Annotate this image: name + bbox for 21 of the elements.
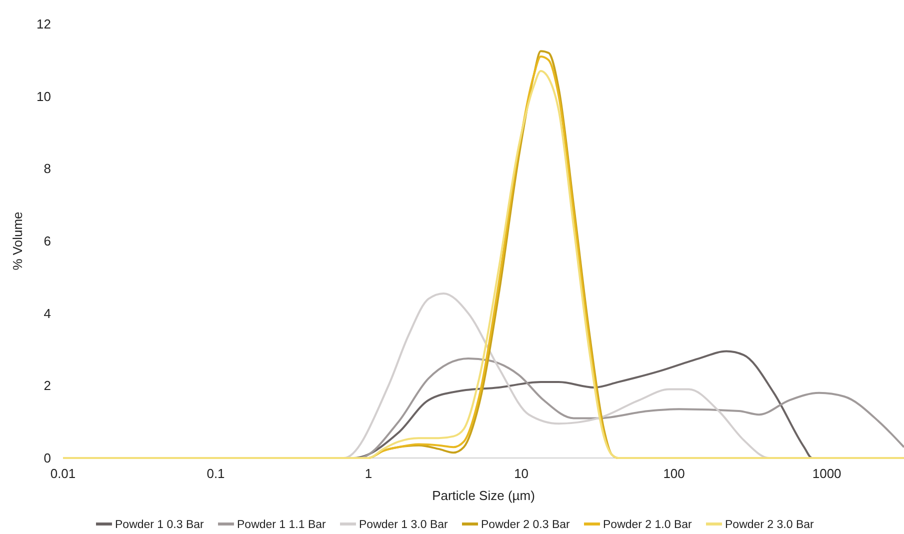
- legend-label: Powder 1 0.3 Bar: [115, 519, 204, 532]
- x-tick-label: 10: [514, 466, 529, 481]
- legend-label: Powder 1 3.0 Bar: [359, 519, 448, 532]
- y-axis-title: % Volume: [10, 212, 25, 270]
- x-tick-label: 100: [663, 466, 685, 481]
- y-tick-label: 8: [44, 161, 51, 176]
- y-tick-label: 6: [44, 234, 51, 249]
- legend-label: Powder 1 1.1 Bar: [237, 519, 326, 532]
- legend-label: Powder 2 0.3 Bar: [481, 519, 570, 532]
- y-tick-label: 12: [36, 16, 51, 32]
- x-tick-label: 0.1: [206, 466, 225, 481]
- x-tick-label: 1000: [812, 466, 842, 481]
- y-tick-label: 2: [44, 378, 51, 394]
- y-tick-label: 0: [44, 450, 51, 466]
- y-tick-label: 10: [36, 88, 51, 104]
- x-tick-label: 1: [364, 466, 372, 481]
- x-tick-label: 0.01: [50, 466, 76, 481]
- x-axis-title: Particle Size (µm): [432, 488, 535, 503]
- legend-label: Powder 2 1.0 Bar: [603, 519, 692, 532]
- legend-label: Powder 2 3.0 Bar: [725, 519, 814, 532]
- y-tick-label: 4: [44, 306, 51, 321]
